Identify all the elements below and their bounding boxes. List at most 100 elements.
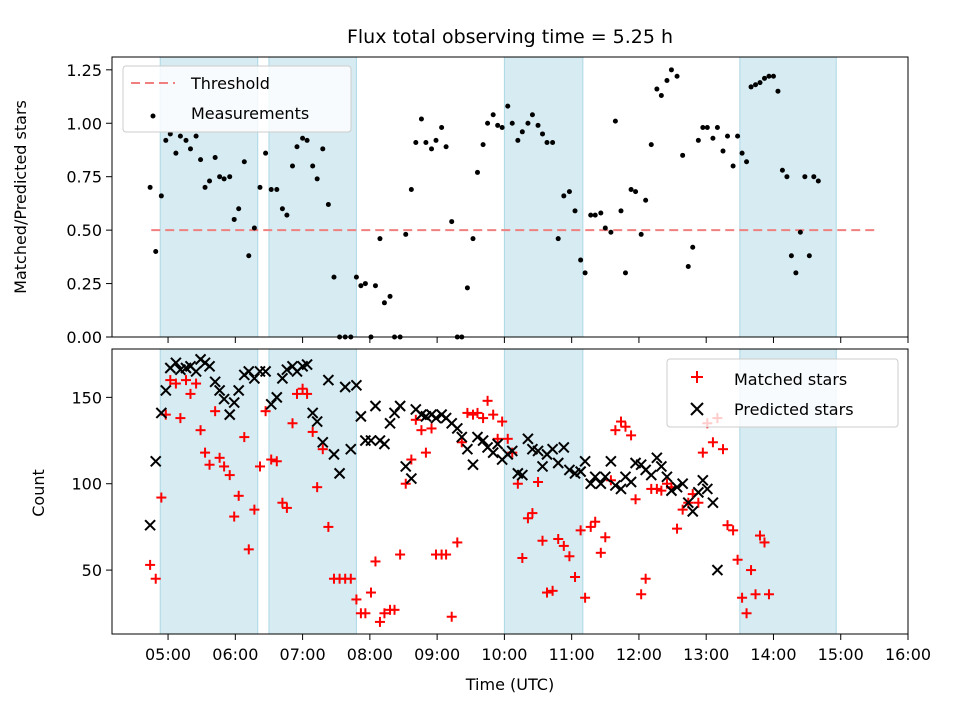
- measurement-point: [802, 174, 808, 180]
- top-y-tick-label: 0.25: [66, 275, 102, 294]
- measurement-point: [310, 163, 316, 169]
- predicted-star-point: [671, 481, 683, 493]
- top-y-tick-label: 0.75: [66, 168, 102, 187]
- matched-star-point: [759, 537, 770, 548]
- measurement-point: [193, 133, 199, 139]
- top-legend-box: [122, 65, 352, 133]
- bottom-panel: 50 100 150 05:00 06:00 07:00 08:00 09:00 10:00 1…: [29, 348, 931, 694]
- bottom-y-tick-label: 150: [71, 388, 102, 407]
- measurement-point: [314, 176, 320, 182]
- matched-star-point: [620, 421, 631, 432]
- matched-star-point: [312, 482, 323, 493]
- measurement-point: [633, 189, 639, 195]
- matched-star-point: [693, 497, 704, 508]
- matched-star-point: [517, 553, 528, 563]
- measurement-point: [290, 163, 296, 169]
- matched-star-point: [478, 413, 489, 424]
- measurement-point: [198, 157, 204, 163]
- measurement-point: [474, 169, 480, 175]
- measurement-point: [207, 178, 213, 184]
- measurement-point: [274, 187, 280, 193]
- measurement-point: [372, 283, 378, 289]
- top-panel: 0.00 0.25 0.50 0.75 1.00 1.25 Matched/Predict…: [11, 56, 909, 347]
- predicted-star-point: [190, 365, 202, 378]
- predicted-star-point: [394, 400, 406, 412]
- matched-star-point: [651, 483, 662, 494]
- top-legend: Threshold Measurements: [122, 65, 352, 133]
- predicted-star-point: [218, 393, 230, 405]
- predicted-star-point: [692, 486, 705, 499]
- predicted-star-point: [281, 364, 293, 376]
- matched-star-point: [600, 532, 611, 543]
- measurement-point: [212, 154, 218, 160]
- matched-star-point: [254, 461, 265, 472]
- top-shaded-interval: [739, 56, 837, 338]
- predicted-star-point: [471, 431, 484, 443]
- matched-star-point: [672, 523, 683, 534]
- matched-star-point: [180, 375, 191, 386]
- measurement-point: [377, 236, 383, 242]
- measurement-point: [704, 125, 710, 131]
- measurement-point: [392, 334, 398, 340]
- measurement-point: [470, 236, 476, 242]
- matched-star-point: [553, 534, 564, 544]
- x-tick-label: 13:00: [683, 645, 729, 664]
- threshold-legend-label: Threshold: [190, 74, 270, 93]
- matched-star-point: [420, 447, 431, 458]
- measurement-point: [668, 67, 674, 73]
- measurement-point: [793, 270, 799, 276]
- measurements-legend-label: Measurements: [191, 104, 309, 123]
- matched-star-point: [307, 426, 318, 437]
- measurement-point: [227, 174, 233, 180]
- predicted-star-point: [378, 438, 391, 450]
- matched-star-point: [446, 611, 457, 622]
- measurement-point: [739, 150, 745, 156]
- measurement-point: [744, 159, 750, 165]
- matched-star-point: [170, 378, 181, 389]
- matched-star-point: [590, 516, 601, 527]
- measurement-point: [284, 212, 290, 218]
- matched-star-point: [281, 502, 292, 513]
- measurement-point: [608, 229, 614, 235]
- predicted-star-point: [213, 384, 226, 397]
- top-y-axis: 0.00 0.25 0.50 0.75 1.00 1.25: [66, 61, 112, 347]
- matched-star-point: [575, 525, 586, 536]
- predicted-star-point: [170, 357, 182, 369]
- matched-star-point: [287, 418, 298, 429]
- measurement-point: [268, 187, 274, 193]
- predicted-star-point: [585, 478, 597, 490]
- measurement-point: [177, 133, 183, 139]
- measurement-point: [602, 225, 608, 231]
- measurement-point: [628, 187, 634, 193]
- matched-star-point: [640, 573, 651, 584]
- measurement-point: [381, 300, 387, 306]
- predicted-star-point: [558, 441, 570, 454]
- matched-star-point: [156, 492, 167, 503]
- measurement-point: [429, 146, 435, 152]
- measurement-point: [598, 210, 604, 216]
- predicted-star-point: [430, 412, 442, 424]
- matched-star-point: [718, 444, 729, 455]
- measurement-point: [811, 174, 817, 180]
- measurement-point: [158, 193, 164, 199]
- measurement-point: [572, 208, 578, 214]
- predicted-star-point: [209, 376, 221, 388]
- predicted-star-point: [661, 471, 673, 483]
- measurement-point: [403, 231, 409, 237]
- matched-star-point: [360, 608, 371, 619]
- matched-star-point: [537, 535, 548, 546]
- matched-star-point: [204, 459, 215, 470]
- matched-star-point: [677, 504, 688, 515]
- predicted-star-point: [155, 407, 168, 419]
- measurement-point: [300, 135, 306, 141]
- predicted-star-point: [645, 469, 657, 481]
- measurement-point: [775, 88, 781, 94]
- measurement-point: [325, 201, 331, 207]
- matched-star-point: [750, 589, 761, 600]
- measurement-point: [525, 120, 531, 126]
- measurement-point: [362, 281, 368, 287]
- matched-star-point: [323, 521, 334, 532]
- top-y-tick-label: 0.00: [66, 328, 102, 347]
- measurement-point: [320, 146, 326, 152]
- predicted-star-point: [609, 479, 622, 492]
